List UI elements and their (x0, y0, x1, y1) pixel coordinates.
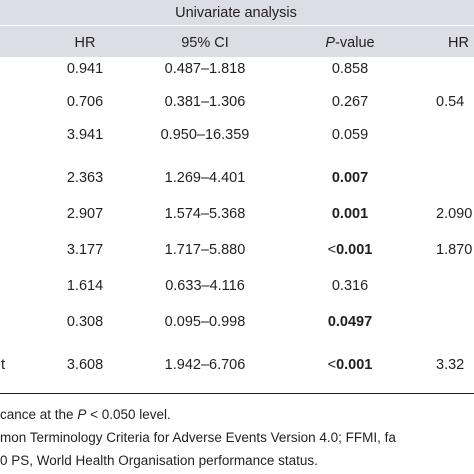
cell-hr-multivariate: 1.870 (436, 242, 473, 258)
cell-hr: 0.308 (66, 314, 104, 330)
cell-hr: 2.907 (66, 206, 104, 222)
cell-p-value: 0.316 (332, 279, 368, 294)
cell-p-value: 0.0497 (328, 315, 372, 330)
p-less-than: < (327, 242, 337, 258)
p-less-than: < (327, 357, 337, 373)
col-header-95ci: 95% CI (181, 35, 229, 51)
p-value-number: 0.001 (336, 357, 373, 373)
cell-hr: 1.614 (66, 278, 104, 294)
cell-p-value: 0.059 (332, 128, 368, 143)
p-italic: P (325, 35, 336, 51)
cell-p-value: <0.001 (328, 243, 373, 258)
cell-hr-multivariate: 0.54 (436, 94, 465, 110)
cell-hr: 3.941 (66, 127, 104, 143)
cell-hr: 2.363 (66, 170, 104, 186)
cell-p-value: 0.001 (332, 207, 368, 222)
cell-hr: 3.177 (66, 242, 104, 258)
cell-p-value: 0.007 (332, 171, 368, 186)
cell-95ci: 0.633–4.116 (165, 278, 245, 294)
cell-p-value: 0.858 (332, 62, 368, 77)
p-value-number: 0.001 (336, 242, 373, 258)
p-value-number: 0.0497 (327, 314, 373, 330)
header-group-band (0, 0, 474, 25)
p-value-number: 0.316 (331, 278, 369, 294)
p-rest: -value (335, 35, 375, 51)
cell-p-value: <0.001 (328, 358, 373, 373)
p-value-number: 0.267 (331, 94, 369, 110)
cell-hr-multivariate: 3.32 (436, 357, 465, 373)
col-header-hr-multivariate: HR (448, 35, 469, 51)
cell-p-value: 0.267 (332, 95, 368, 110)
cell-95ci: 0.095–0.998 (164, 314, 246, 330)
cell-hr: 0.706 (66, 94, 104, 110)
footnote-text: cance at the (0, 407, 78, 422)
cell-95ci: 1.942–6.706 (164, 357, 246, 373)
cell-hr: 0.941 (66, 61, 104, 77)
cell-95ci: 1.717–5.880 (164, 242, 246, 258)
footnote-text: < 0.050 level. (86, 407, 171, 422)
p-value-number: 0.858 (331, 61, 369, 77)
row-label-tail: t (1, 357, 6, 373)
cell-hr-multivariate: 2.090 (436, 206, 473, 222)
footnote-significance: cance at the P < 0.050 level. (0, 408, 171, 422)
cell-95ci: 0.950–16.359 (160, 127, 250, 143)
col-header-hr: HR (74, 35, 96, 51)
cell-hr: 3.608 (66, 357, 104, 373)
footnote-abbreviations: mon Terminology Criteria for Adverse Eve… (0, 430, 396, 445)
cell-95ci: 1.574–5.368 (164, 206, 246, 222)
group-title-univariate: Univariate analysis (175, 5, 297, 21)
p-value-number: 0.001 (331, 206, 369, 222)
col-header-p-value: P-value (325, 36, 374, 51)
cell-95ci: 1.269–4.401 (164, 170, 246, 186)
table-bottom-rule (0, 393, 474, 394)
cell-95ci: 0.381–1.306 (164, 94, 246, 110)
p-value-number: 0.059 (331, 127, 369, 143)
cell-95ci: 0.487–1.818 (164, 61, 246, 77)
footnote-p-italic: P (77, 407, 87, 422)
p-value-number: 0.007 (331, 170, 369, 186)
header-columns-band (0, 26, 474, 57)
footnote-ps: 0 PS, World Health Organisation performa… (0, 453, 318, 468)
